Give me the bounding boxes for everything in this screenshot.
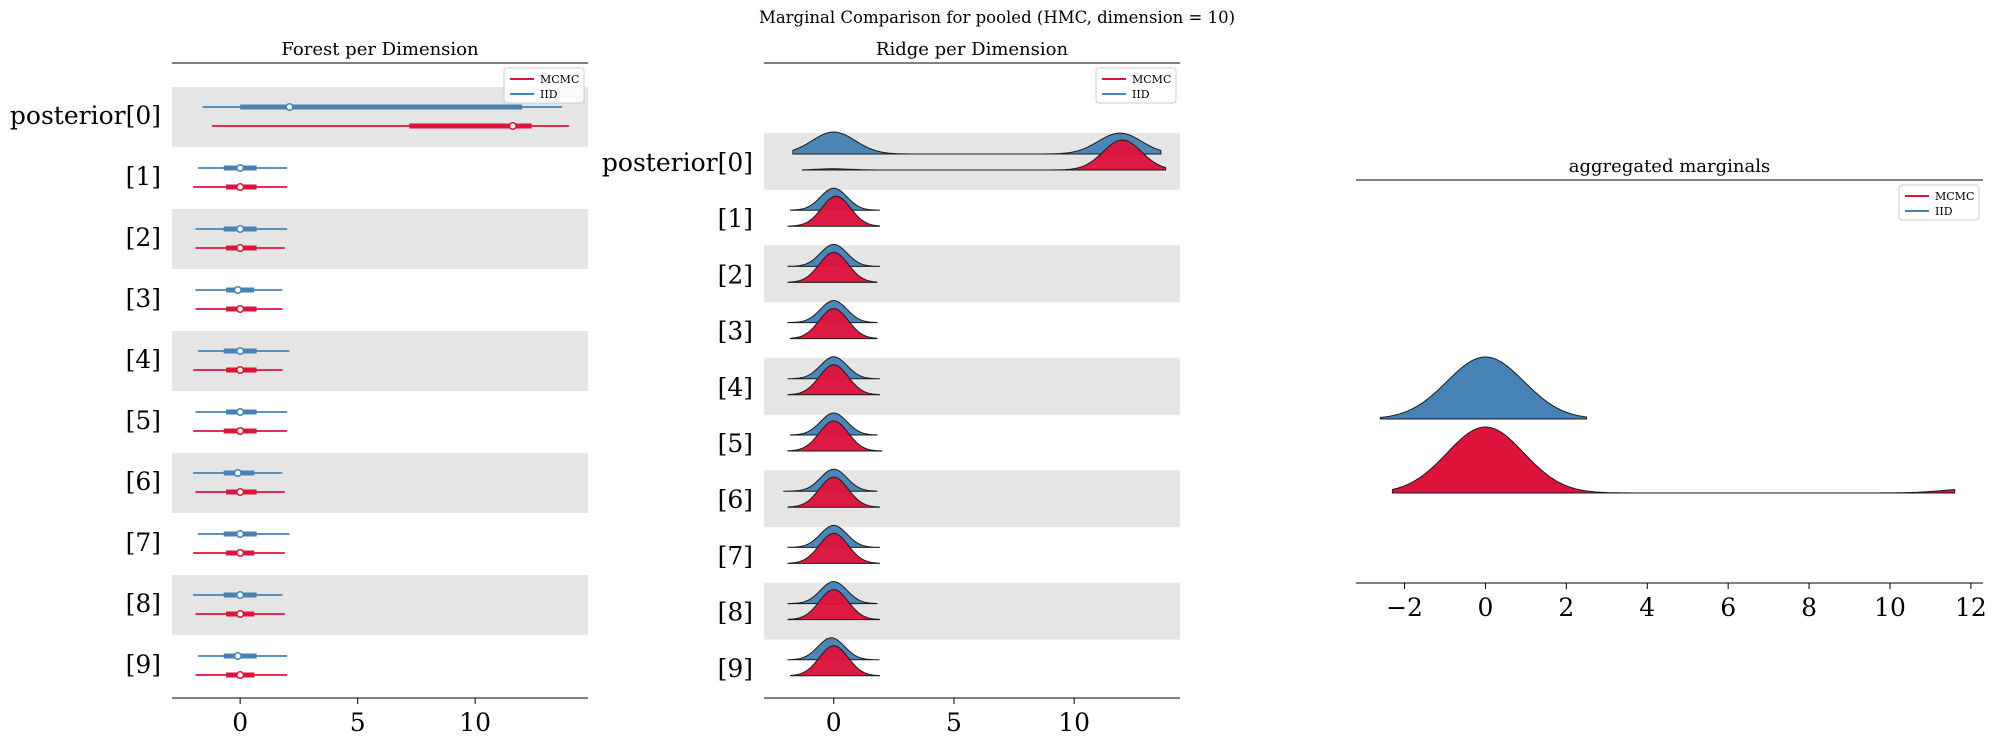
iid-median-point — [236, 163, 245, 173]
iid-median-point — [236, 346, 245, 356]
mcmc-median-point — [236, 304, 245, 314]
row-label: [2] — [718, 260, 753, 289]
mcmc-median-point — [236, 670, 245, 680]
iid-median-point — [285, 102, 294, 112]
row-band — [172, 209, 588, 269]
figure-suptitle: Marginal Comparison for pooled (HMC, dim… — [759, 8, 1235, 27]
mcmc-ridge — [790, 308, 878, 340]
ridge-panel: posterior[0] [1] [2] [3] [4] [5] [6] [7] [8] [9] R… — [602, 39, 1180, 737]
mcmc-median-point — [508, 121, 517, 131]
mcmc-aggregated-ridge — [1391, 426, 1956, 494]
iid-median-point — [236, 529, 245, 539]
row-label: [6] — [126, 467, 161, 496]
row-label: [8] — [718, 598, 753, 627]
x-tick-label: 5 — [350, 708, 366, 737]
legend-mcmc-label: MCMC — [540, 73, 579, 86]
row-label: [9] — [718, 654, 753, 683]
mcmc-ridge — [787, 476, 880, 508]
mcmc-ridge — [787, 589, 880, 621]
row-label: [6] — [718, 485, 753, 514]
row-label: [1] — [126, 162, 161, 191]
row-label: [8] — [126, 589, 161, 618]
mcmc-median-point — [236, 609, 245, 619]
row-label: [4] — [718, 373, 753, 402]
x-tick-label: 0 — [826, 708, 842, 737]
row-label: [7] — [126, 528, 161, 557]
mcmc-median-point — [236, 426, 245, 436]
mcmc-median-point — [236, 182, 245, 192]
row-label: [4] — [126, 345, 161, 374]
row-label: [7] — [718, 541, 753, 570]
iid-median-point — [233, 285, 242, 295]
x-tick-label: −2 — [1386, 593, 1423, 622]
legend-mcmc-label: MCMC — [1132, 73, 1171, 86]
mcmc-ridge — [790, 645, 880, 677]
mcmc-median-point — [236, 487, 245, 497]
x-tick-label: 8 — [1801, 593, 1817, 622]
mcmc-ridge — [802, 139, 1167, 171]
row-label: posterior[0] — [602, 148, 753, 177]
x-tick-label: 12 — [1955, 593, 1987, 622]
iid-median-point — [233, 468, 242, 478]
mcmc-median-point — [236, 548, 245, 558]
mcmc-ridge — [787, 532, 880, 564]
iid-median-point — [236, 407, 245, 417]
row-band — [172, 453, 588, 513]
row-label: [2] — [126, 223, 161, 252]
legend-iid-label: IID — [1935, 205, 1953, 218]
mcmc-ridge — [787, 251, 878, 283]
aggregated-marginals-panel: aggregated marginals −2 0 2 4 6 8 10 12 MCMC IID — [1356, 156, 1987, 622]
x-tick-label: 0 — [232, 708, 248, 737]
legend-iid-label: IID — [1132, 88, 1150, 101]
x-tick-label: 5 — [946, 708, 962, 737]
mcmc-ridge — [787, 364, 880, 396]
iid-aggregated-ridge — [1379, 356, 1588, 420]
row-label: [1] — [718, 204, 753, 233]
forest-panel: posterior[0] [1] [2] [3] [4] [5] [6] [7] [8] [9] F… — [10, 39, 588, 737]
mcmc-ridge — [787, 420, 883, 452]
x-tick-label: 2 — [1558, 593, 1574, 622]
iid-median-point — [236, 590, 245, 600]
legend-mcmc-label: MCMC — [1935, 190, 1974, 203]
x-tick-label: 10 — [1058, 708, 1090, 737]
mcmc-median-point — [236, 365, 245, 375]
row-label: [5] — [718, 429, 753, 458]
mcmc-ridge — [787, 195, 880, 227]
panel-title: Ridge per Dimension — [876, 39, 1069, 60]
legend-iid-label: IID — [540, 88, 558, 101]
x-tick-label: 0 — [1477, 593, 1493, 622]
x-tick-label: 4 — [1639, 593, 1655, 622]
row-label: posterior[0] — [10, 101, 161, 130]
row-band — [172, 575, 588, 635]
row-label: [3] — [126, 284, 161, 313]
iid-median-point — [233, 651, 242, 661]
x-tick-label: 6 — [1720, 593, 1736, 622]
panel-title: Forest per Dimension — [281, 39, 479, 60]
mcmc-median-point — [236, 243, 245, 253]
x-tick-label: 10 — [459, 708, 491, 737]
row-label: [3] — [718, 317, 753, 346]
panel-title: aggregated marginals — [1569, 156, 1770, 177]
row-band — [172, 331, 588, 391]
row-label: [9] — [126, 650, 161, 679]
x-tick-label: 10 — [1874, 593, 1906, 622]
iid-median-point — [236, 224, 245, 234]
row-label: [5] — [126, 406, 161, 435]
